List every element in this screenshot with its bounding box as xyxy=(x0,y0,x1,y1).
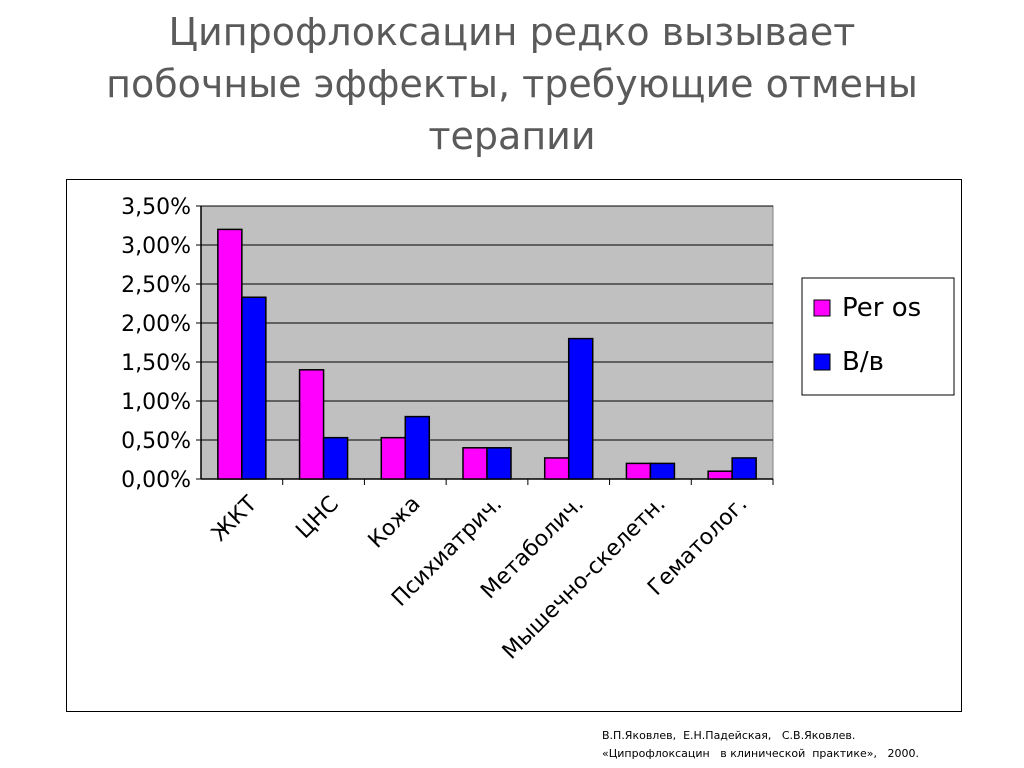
bar-iv xyxy=(241,296,267,480)
y-tick-label: 2,50% xyxy=(121,273,191,298)
y-tick-label: 1,00% xyxy=(121,390,191,415)
legend-swatch xyxy=(813,353,831,371)
bar-iv xyxy=(404,415,431,480)
x-category-label: ЦНС xyxy=(291,492,343,544)
bar-iv xyxy=(486,447,512,480)
y-tick-label: 2,00% xyxy=(121,312,191,337)
chart-area: 0,00% 0,50% 1,00% 1,50% 2,00% 2,50% 3,00% 3,50%… xyxy=(66,179,962,712)
y-tick-label: 0,00% xyxy=(121,468,191,493)
x-category-label: Мышечно-скелетн. xyxy=(498,492,671,665)
legend-label: В/в xyxy=(842,347,884,377)
y-tick-label: 3,00% xyxy=(121,234,191,259)
source-line-2: «Ципрофлоксацин в клинической практике»,… xyxy=(602,747,919,760)
bar-per-os xyxy=(462,447,488,480)
bar-per-os xyxy=(380,436,407,480)
bar-per-os xyxy=(707,470,733,480)
x-category-label: ЖКТ xyxy=(207,491,262,546)
title-line-2: побочные эффекты, требующие отмены xyxy=(106,62,918,106)
title-line-3: терапии xyxy=(428,114,596,158)
legend xyxy=(801,277,955,396)
bar-chart: 0,00% 0,50% 1,00% 1,50% 2,00% 2,50% 3,00% 3,50%… xyxy=(121,195,955,665)
title-line-1: Ципрофлоксацин редко вызывает xyxy=(168,10,856,54)
source-citation: В.П.Яковлев, Е.Н.Падейская, С.В.Яковлев.… xyxy=(602,727,1002,763)
bar-iv xyxy=(567,337,594,480)
source-line-1: В.П.Яковлев, Е.Н.Падейская, С.В.Яковлев. xyxy=(602,729,856,742)
bar-iv xyxy=(649,462,676,480)
legend-swatch xyxy=(813,299,831,317)
bar-per-os xyxy=(217,228,243,480)
bar-per-os xyxy=(543,457,570,480)
bar-per-os xyxy=(298,369,325,480)
x-category-label: Кожа xyxy=(364,492,426,554)
y-tick-label: 3,50% xyxy=(121,195,191,220)
bar-iv xyxy=(731,457,757,480)
bar-per-os xyxy=(625,462,652,480)
slide-title: Ципрофлоксацин редко вызывает побочные э… xyxy=(40,6,984,162)
bar-iv xyxy=(322,436,349,480)
plot-area xyxy=(200,205,774,480)
y-tick-label: 0,50% xyxy=(121,429,191,454)
y-tick-label: 1,50% xyxy=(121,351,191,376)
legend-label: Per os xyxy=(842,293,921,323)
